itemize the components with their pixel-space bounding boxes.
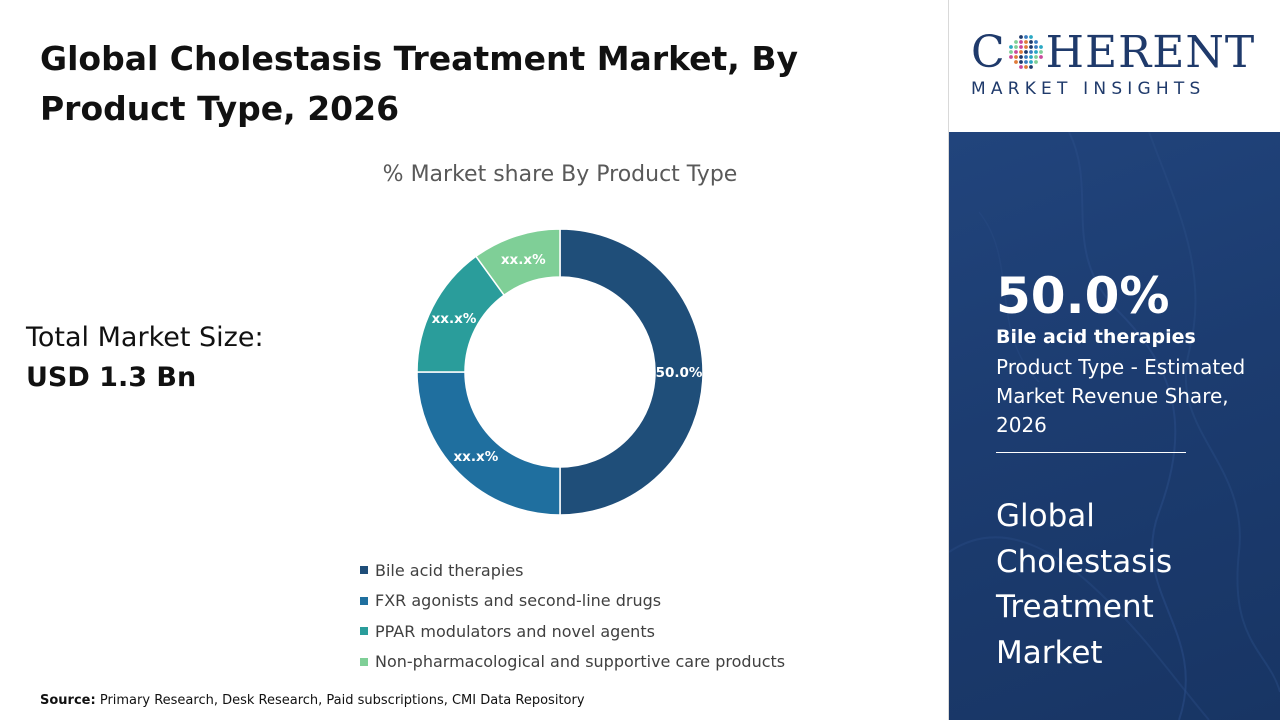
donut-slice — [416, 371, 561, 516]
chart-legend: Bile acid therapies FXR agonists and seco… — [360, 555, 785, 677]
main-panel: Global Cholestasis Treatment Market, By … — [26, 0, 949, 720]
donut-slice — [474, 228, 561, 297]
chart-title: % Market share By Product Type — [383, 162, 738, 187]
logo-wordmark: C HERENT — [971, 28, 1255, 78]
market-size-value: USD 1.3 Bn — [26, 362, 197, 393]
map-watermark-icon — [949, 132, 1280, 720]
source-note: Source: Primary Research, Desk Research,… — [40, 693, 585, 708]
legend-label: Non-pharmacological and supportive care … — [375, 652, 786, 672]
highlight-description: Product Type - Estimated Market Revenue … — [996, 355, 1246, 437]
source-text: Primary Research, Desk Research, Paid su… — [99, 693, 585, 708]
highlight-segment: Bile acid therapies — [996, 326, 1196, 348]
donut-chart-svg: % Market share By Product Type 50.0% xx.x… — [383, 162, 738, 516]
donut-chart: % Market share By Product Type 50.0% xx.x… — [300, 150, 820, 540]
source-label: Source: — [40, 693, 96, 708]
highlight-percent: 50.0% — [996, 267, 1170, 325]
side-panel: C HERENT MARKET INSIGHTS 50.0% Bile acid … — [949, 0, 1280, 720]
legend-item: FXR agonists and second-line drugs — [360, 586, 785, 617]
legend-swatch — [360, 627, 368, 636]
market-name: Global Cholestasis Treatment Market — [996, 498, 1173, 671]
donut-data-label: xx.x% — [501, 252, 546, 268]
legend-swatch — [360, 657, 368, 666]
legend-swatch — [360, 596, 368, 605]
highlight-panel: 50.0% Bile acid therapies Product Type -… — [949, 132, 1280, 720]
donut-slice — [559, 228, 704, 516]
page-title: Global Cholestasis Treatment Market, By … — [40, 39, 799, 128]
legend-label: FXR agonists and second-line drugs — [375, 591, 662, 611]
logo-globe-icon — [1008, 35, 1043, 69]
legend-item: PPAR modulators and novel agents — [360, 616, 785, 647]
divider — [996, 452, 1186, 453]
legend-label: Bile acid therapies — [375, 560, 524, 580]
donut-data-label: 50.0% — [656, 365, 703, 381]
legend-item: Bile acid therapies — [360, 555, 785, 586]
logo-letter-c: C — [971, 27, 1006, 78]
logo-letters-rest: HERENT — [1045, 27, 1256, 78]
legend-swatch — [360, 566, 368, 575]
donut-slices — [416, 228, 704, 516]
legend-item: Non-pharmacological and supportive care … — [360, 647, 785, 678]
donut-data-label: xx.x% — [432, 311, 477, 327]
logo-subtitle: MARKET INSIGHTS — [971, 79, 1206, 99]
market-size-label: Total Market Size: — [26, 322, 264, 353]
company-logo: C HERENT MARKET INSIGHTS — [949, 0, 1280, 132]
donut-data-label: xx.x% — [453, 449, 498, 465]
legend-label: PPAR modulators and novel agents — [375, 621, 655, 641]
donut-data-labels: 50.0% xx.x% xx.x% xx.x% — [432, 252, 703, 465]
